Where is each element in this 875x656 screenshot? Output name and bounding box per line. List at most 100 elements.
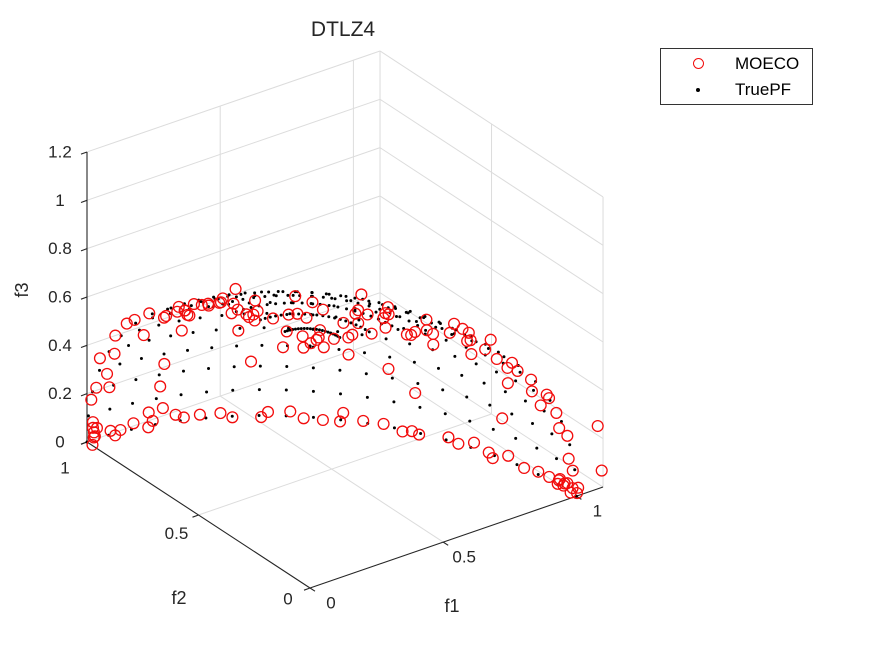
truepf-point [169, 334, 173, 338]
moeco-point [553, 422, 566, 435]
moeco-point [405, 328, 418, 342]
moeco-point [409, 325, 422, 338]
truepf-point [231, 388, 235, 392]
x-tick-label: 0 [326, 594, 335, 613]
moeco-point [337, 406, 350, 419]
truepf-point [394, 306, 398, 310]
moeco-point [175, 324, 188, 337]
truepf-point [147, 338, 151, 342]
truepf-point [327, 303, 331, 307]
moeco-point [525, 385, 538, 398]
truepf-point [154, 397, 158, 401]
truepf-point [336, 330, 340, 334]
moeco-point [534, 399, 547, 412]
moeco-point [142, 421, 155, 434]
grid-line [86, 50, 381, 153]
truepf-point [127, 344, 131, 348]
moeco-point [172, 300, 185, 313]
truepf-point [157, 373, 161, 377]
truepf-point [345, 307, 349, 311]
truepf-point [450, 333, 454, 337]
legend-marker-cell [661, 87, 735, 92]
truepf-point [288, 312, 292, 316]
moeco-point [291, 307, 304, 320]
truepf-point [257, 388, 261, 392]
truepf-point [308, 327, 312, 331]
moeco-point [109, 329, 122, 342]
moeco-point [442, 431, 455, 444]
truepf-point [118, 362, 122, 366]
truepf-point [408, 342, 412, 346]
truepf-point [453, 354, 457, 358]
truepf-point [321, 295, 325, 299]
truepf-point [252, 296, 256, 300]
moeco-point [90, 381, 103, 394]
truepf-point [388, 355, 392, 359]
moeco-point [296, 330, 309, 343]
truepf-point [437, 320, 441, 324]
legend-item-truepf[interactable]: TruePF [661, 77, 812, 103]
x-tick-label: 1 [593, 502, 602, 521]
moeco-point [280, 325, 293, 338]
truepf-point [338, 368, 342, 372]
truepf-point [241, 297, 245, 301]
truepf-point [189, 304, 193, 308]
moeco-point [496, 412, 509, 425]
truepf-point [230, 414, 234, 418]
truepf-point [353, 296, 357, 300]
truepf-point [191, 330, 195, 334]
moeco-point [289, 290, 302, 303]
truepf-point [488, 403, 492, 407]
grid-line [198, 413, 492, 516]
moeco-point [103, 381, 116, 394]
moeco-point [595, 464, 608, 477]
truepf-point [416, 382, 420, 386]
truepf-point [377, 301, 381, 305]
moeco-point [284, 405, 297, 418]
truepf-point [486, 347, 490, 351]
moeco-point [137, 329, 150, 342]
truepf-point [274, 302, 278, 306]
truepf-point [424, 328, 428, 332]
truepf-point [330, 296, 334, 300]
z-tick-label: 0.8 [48, 239, 72, 258]
moeco-point [232, 324, 245, 337]
truepf-point [249, 305, 253, 309]
moeco-point [227, 297, 240, 310]
truepf-point [293, 327, 297, 331]
moeco-point [342, 331, 355, 344]
grid-line [86, 98, 381, 201]
truepf-point [311, 366, 315, 370]
x-tick-mark [309, 587, 316, 592]
moeco-point [240, 308, 253, 321]
moeco-point [179, 304, 192, 317]
legend-item-moeco[interactable]: MOECO [661, 51, 812, 77]
z-tick-mark [80, 151, 88, 155]
truepf-point [423, 314, 427, 318]
truepf-point [568, 443, 572, 447]
truepf-point [157, 323, 161, 327]
truepf-point [169, 306, 173, 310]
y-tick-mark [303, 587, 311, 591]
legend-label-moeco: MOECO [735, 53, 800, 73]
moeco-point [572, 481, 585, 494]
moeco-point [154, 380, 167, 393]
truepf-point [282, 301, 286, 305]
truepf-point [291, 293, 295, 297]
truepf-point [392, 426, 396, 430]
z-tick-label: 1 [55, 191, 64, 210]
z-axis-label: f3 [12, 282, 32, 297]
truepf-point [518, 370, 522, 374]
moeco-point [405, 425, 418, 438]
truepf-point [210, 346, 214, 350]
moeco-point [143, 307, 156, 320]
x-tick-mark [442, 541, 449, 546]
moeco-point [377, 417, 390, 430]
y-tick-mark [192, 514, 199, 518]
truepf-point [272, 293, 276, 297]
legend-marker-cell [661, 58, 735, 69]
truepf-point [238, 326, 242, 330]
truepf-point [263, 294, 267, 298]
moeco-point [482, 446, 495, 459]
